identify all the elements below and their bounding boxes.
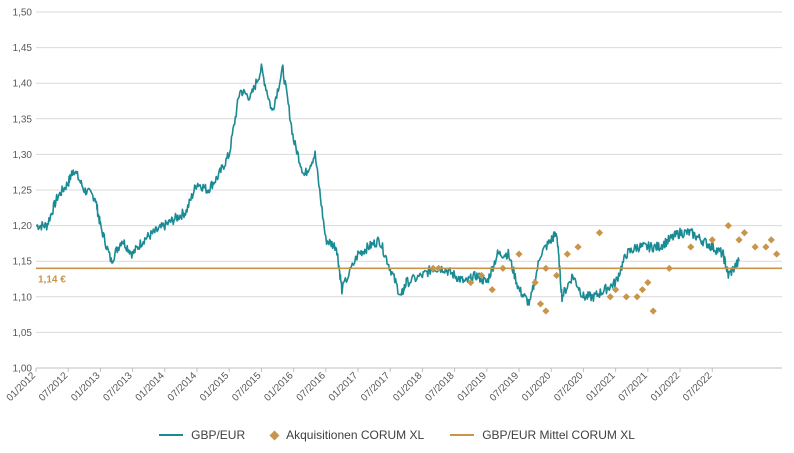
mean-line-label: 1,14 € [38, 274, 66, 285]
y-axis-ticks: 1,00 1,05 1,10 1,15 1,20 1,25 1,30 1,35 1,40 1,45… [13, 8, 33, 375]
acquisition-marker [740, 229, 749, 237]
legend-label: GBP/EUR Mittel CORUM XL [482, 428, 635, 442]
x-tick-label: 07/2017 [359, 370, 393, 404]
x-axis-ticks: 01/201207/201201/201307/201301/201407/20… [5, 368, 715, 404]
x-tick-label: 07/2015 [230, 370, 264, 404]
legend-label: Akquisitionen CORUM XL [286, 428, 425, 442]
legend-swatch-line [450, 434, 475, 436]
x-tick-label: 01/2020 [520, 370, 554, 404]
y-tick-label: 1,20 [13, 221, 33, 232]
acquisition-marker [708, 236, 716, 244]
acquisition-marker [638, 286, 647, 294]
acquisition-marker [542, 307, 550, 315]
acquisition-marker [552, 271, 561, 280]
acquisition-marker [773, 250, 781, 258]
acquisition-marker [595, 229, 604, 237]
legend-item-gbp-eur: GBP/EUR [159, 428, 245, 442]
acquisition-marker [467, 278, 475, 287]
legend-label: GBP/EUR [191, 428, 246, 442]
x-tick-label: 01/2016 [262, 370, 296, 404]
acquisition-marker [612, 286, 620, 294]
y-tick-label: 1,50 [13, 8, 33, 19]
acquisition-marker [477, 271, 486, 280]
mean-line-layer: 1,14 € [36, 267, 782, 285]
x-tick-label: 01/2022 [649, 370, 683, 404]
x-tick-label: 01/2017 [327, 370, 361, 404]
acquisition-marker [762, 243, 770, 251]
legend-swatch-diamond [269, 430, 280, 440]
x-tick-label: 01/2019 [456, 370, 490, 404]
x-tick-label: 07/2019 [488, 370, 522, 404]
acquisition-marker [767, 236, 775, 244]
y-tick-label: 1,35 [13, 114, 33, 125]
acquisition-marker [644, 278, 652, 287]
x-tick-label: 07/2016 [295, 370, 329, 404]
x-tick-label: 07/2021 [617, 370, 651, 404]
x-tick-label: 07/2018 [423, 370, 457, 404]
acquisition-marker [649, 307, 657, 315]
acquisition-marker [606, 293, 614, 301]
acquisition-marker [536, 300, 545, 308]
y-tick-label: 1,45 [13, 43, 33, 54]
acquisition-marker [622, 293, 630, 301]
acquisition-marker [531, 278, 539, 287]
y-tick-label: 1,05 [13, 328, 33, 339]
x-tick-label: 07/2012 [37, 370, 71, 404]
x-tick-label: 07/2022 [681, 370, 715, 404]
acquisition-marker [515, 250, 523, 258]
acquisition-marker [633, 293, 641, 301]
x-tick-label: 01/2018 [391, 370, 425, 404]
x-tick-label: 01/2014 [134, 370, 168, 404]
y-tick-label: 1,30 [13, 150, 33, 161]
x-tick-label: 07/2014 [166, 370, 200, 404]
x-tick-label: 07/2020 [552, 370, 586, 404]
acquisition-markers [429, 222, 781, 315]
acquisition-marker [574, 243, 582, 251]
x-tick-label: 01/2021 [584, 370, 618, 404]
x-tick-label: 01/2015 [198, 370, 232, 404]
acquisition-marker [751, 243, 759, 251]
x-tick-label: 07/2013 [101, 370, 135, 404]
acquisition-marker [735, 236, 743, 244]
acquisition-marker [687, 243, 695, 251]
acquisition-marker [563, 250, 571, 258]
y-tick-label: 1,10 [13, 292, 33, 303]
x-tick-label: 01/2013 [69, 370, 103, 404]
legend-item-acquisitions: Akquisitionen CORUM XL [269, 428, 425, 442]
gridlines [36, 11, 782, 369]
x-tick-label: 01/2012 [5, 370, 39, 404]
y-tick-label: 1,00 [13, 364, 33, 375]
legend-item-mean: GBP/EUR Mittel CORUM XL [450, 428, 635, 442]
y-tick-label: 1,40 [13, 79, 33, 90]
acquisition-marker [488, 286, 496, 294]
y-tick-label: 1,15 [13, 257, 33, 268]
legend-swatch-line [159, 434, 184, 436]
y-tick-label: 1,25 [13, 186, 33, 197]
legend: GBP/EUR Akquisitionen CORUM XL GBP/EUR M… [0, 425, 794, 445]
acquisition-marker [724, 222, 732, 230]
